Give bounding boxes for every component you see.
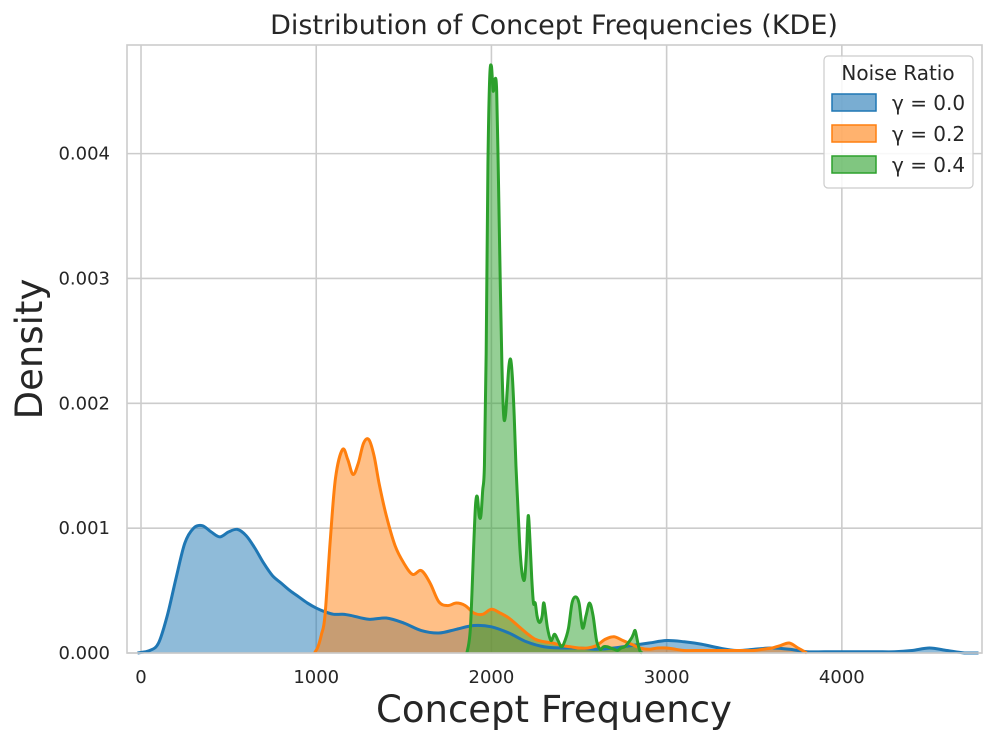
legend-box: [823, 55, 974, 189]
x-tick-label: 2000: [469, 667, 515, 688]
legend-label: γ = 0.2: [892, 122, 965, 146]
x-tick-label: 0: [135, 667, 146, 688]
series-line-1: [313, 437, 808, 655]
y-tick-labels: 0.000 0.001 0.002 0.003 0.004: [58, 144, 110, 664]
y-tick-label: 0.000: [58, 643, 110, 664]
x-tick-label: 4000: [819, 667, 865, 688]
legend-title: Noise Ratio: [841, 61, 954, 85]
y-tick-label: 0.004: [58, 144, 110, 165]
series-area-1: [314, 438, 807, 653]
x-axis-label: Concept Frequency: [376, 688, 732, 731]
x-tick-labels: 0 1000 2000 3000 4000: [135, 667, 864, 688]
series-area-2: [466, 64, 643, 654]
y-tick-label: 0.003: [58, 268, 110, 289]
series-line-2: [465, 63, 643, 655]
legend-label: γ = 0.4: [892, 153, 965, 177]
y-tick-label: 0.002: [58, 393, 110, 414]
y-axis-label: Density: [8, 279, 51, 420]
x-tick-label: 1000: [293, 667, 339, 688]
legend-swatch: [831, 155, 877, 174]
x-tick-label: 3000: [644, 667, 690, 688]
density-areas: [137, 64, 979, 654]
y-tick-label: 0.001: [58, 518, 110, 539]
legend-label: γ = 0.0: [892, 91, 965, 115]
legend-swatch: [831, 124, 877, 143]
density-lines: [137, 63, 979, 655]
series-area-0: [137, 525, 979, 653]
chart-title: Distribution of Concept Frequencies (KDE…: [270, 10, 838, 41]
legend-swatch: [831, 93, 877, 112]
plot-frame: [126, 44, 983, 654]
legend: Noise Ratio γ = 0.0 γ = 0.2 γ = 0.4: [823, 55, 974, 189]
